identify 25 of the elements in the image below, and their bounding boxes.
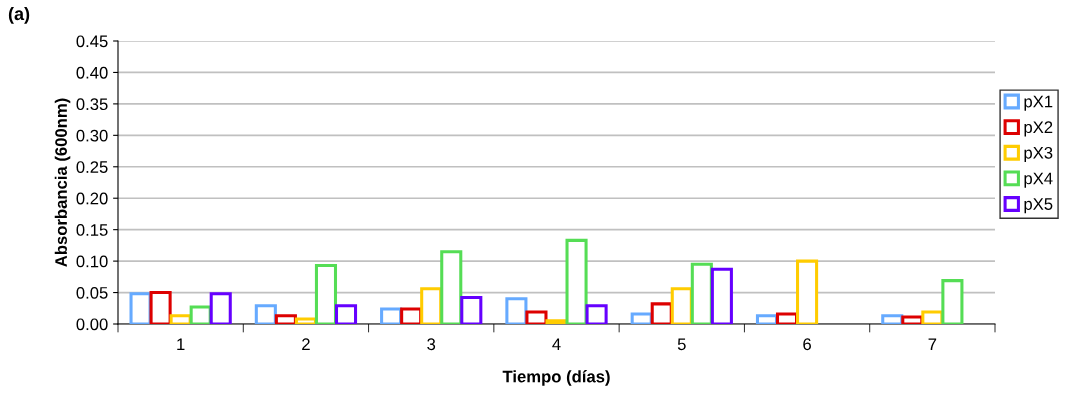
- y-tick-label: 0.25: [76, 161, 108, 173]
- y-tick-label: 0.30: [76, 129, 108, 142]
- x-tick-label: 4: [552, 338, 561, 350]
- y-tick-label: 0.45: [76, 35, 108, 48]
- x-tick-label: 3: [427, 338, 436, 351]
- x-tick-label: 6: [803, 338, 811, 351]
- legend-label: pX1: [1024, 95, 1053, 111]
- chart-title: (a): [8, 6, 30, 24]
- y-tick-label: 0.05: [76, 286, 108, 299]
- y-axis-title: Absorbancia (600nm): [54, 98, 71, 267]
- legend-label: pX3: [1024, 146, 1053, 163]
- y-tick-label: 0.10: [76, 255, 108, 268]
- y-tick-label: 0.00: [76, 318, 108, 331]
- x-tick-label: 7: [928, 338, 937, 350]
- legend-label: pX2: [1024, 121, 1053, 137]
- x-axis-title: Tiempo (días): [502, 370, 610, 386]
- legend-label: pX4: [1024, 172, 1053, 188]
- x-tick-label: 1: [177, 338, 185, 350]
- x-tick-label: 5: [677, 338, 686, 351]
- y-tick-label: 0.35: [76, 98, 108, 111]
- y-tick-label: 0.15: [76, 224, 108, 236]
- y-tick-label: 0.20: [76, 192, 108, 205]
- x-tick-label: 2: [302, 338, 310, 350]
- legend-label: pX5: [1024, 198, 1053, 214]
- y-tick-label: 0.40: [76, 66, 108, 79]
